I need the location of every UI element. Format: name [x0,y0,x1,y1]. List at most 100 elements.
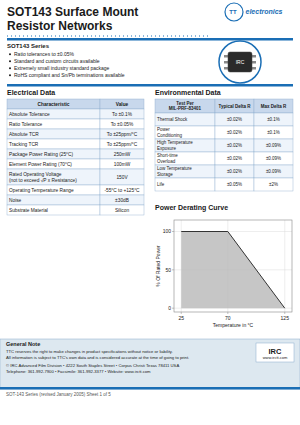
bullet: RoHS compliant and Sn/Pb terminations av… [14,72,125,78]
tick [172,231,174,232]
table-cell [100,149,144,159]
chip-body [228,52,252,72]
table-cell [215,126,254,139]
footer-text: TTC reserves the right to make changes i… [6,349,173,354]
table-text: Rated Operating Voltage(not to exceed √P… [9,172,77,183]
part-number: SOT-143 Series (revised January 2005) Sh… [6,392,111,397]
table-text: To ±25ppm/°C [107,132,138,137]
table-header-cell [254,99,293,113]
table-cell [100,195,144,205]
bullet: Ratio tolerances to ±0.05% [14,51,75,57]
bullet: Extremely small industry standard packag… [14,65,110,71]
table-text: Absolute Tolerance [9,112,50,117]
table-cell [155,152,215,165]
table-cell [7,169,100,185]
tick-label: 25 [178,315,184,321]
table-text: ±0.09% [266,156,281,161]
tick-label: 125 [281,315,290,321]
table-cell [7,109,100,119]
table-text: 100mW [114,162,131,167]
table-text: ±0.02% [227,169,242,174]
separator-bar [7,84,293,87]
bullet-dot [9,67,11,69]
table-text: 250mW [114,152,131,157]
chip-lead [252,67,256,70]
title: Resistor Networks [7,19,113,33]
logo-text: TT [229,9,237,15]
table-header: Characteristic [38,102,70,107]
footer-text: All information is subject to TTC's own … [6,355,189,360]
table-text: Thermal Shock [157,117,188,122]
separator-dots [7,36,210,37]
table-cell [254,113,293,126]
table-cell [155,178,215,191]
table-cell [254,178,293,191]
table-cell [254,152,293,165]
table-text: ±0.02% [227,117,242,122]
table-cell [7,205,100,215]
footer-logo: www.irctt.com [263,355,288,360]
table-text: Package Power Rating (25°C) [9,152,73,157]
axis-label: Temperature in °C [213,322,254,328]
table-cell [100,185,144,195]
table-text: To ±0.05% [111,122,134,127]
chip-lead [252,55,256,58]
table-cell [100,119,144,129]
table-cell [100,109,144,119]
table-cell [7,129,100,139]
table-text: Substrate Material [9,208,48,213]
table-text: Low TemperatureStorage [157,166,192,176]
table-cell [7,119,100,129]
chip-lead [252,61,256,64]
table-cell [155,165,215,178]
bullet: Standard and custom circuits available [14,58,100,64]
tick [172,269,174,270]
table-text: PowerConditioning [157,127,183,137]
table-text: ±2% [269,182,278,187]
series-label: SOT143 Series [7,43,50,49]
table-text: High TemperatureExposure [157,140,193,150]
chart-title: Power Derating Curve [155,204,228,212]
tick-label: 70 [225,315,231,321]
grid-line [284,220,285,312]
table-cell [7,149,100,159]
table-text: ±0.09% [266,143,281,148]
chip-lead [224,67,228,70]
table-text: Short-timeOverload [157,153,178,163]
table-cell [7,139,100,149]
logo-ring [225,3,243,21]
axis-label: % Of Rated Power [155,245,161,287]
separator-bar [7,38,293,41]
table-cell [100,169,144,185]
bullet-dot [9,60,11,62]
table-cell [155,139,215,152]
table-text: Absolute TCR [9,132,39,137]
table-text: To ±0.1% [112,112,133,117]
chip-ring [219,41,261,83]
table-text: ±0.1% [267,117,280,122]
plot-area [181,232,285,309]
chip-lead [224,61,228,64]
table-cell [100,129,144,139]
tick [172,308,174,309]
footer-logo-box [256,343,294,362]
table-text: Noise [9,198,22,203]
table-cell [215,139,254,152]
table-cell [100,159,144,169]
table-cell [215,165,254,178]
footer-note: General Note [6,341,40,347]
table-header: Typical Delta R [219,104,252,109]
table-text: ±0.09% [266,169,281,174]
bullet-dot [9,74,11,76]
table-cell [155,126,215,139]
table-text: Life [157,182,165,187]
table-text: 150V [116,175,128,180]
table-text: ±30dB [115,198,129,203]
table-text: To ±25ppm/°C [107,142,138,147]
page: SOT143 Surface MountResistor NetworksTTe… [0,0,300,425]
table-cell [215,152,254,165]
footer-bg [0,339,300,389]
table-text: Operating Temperature Range [9,188,74,193]
area [181,232,285,309]
table-cell [7,159,100,169]
